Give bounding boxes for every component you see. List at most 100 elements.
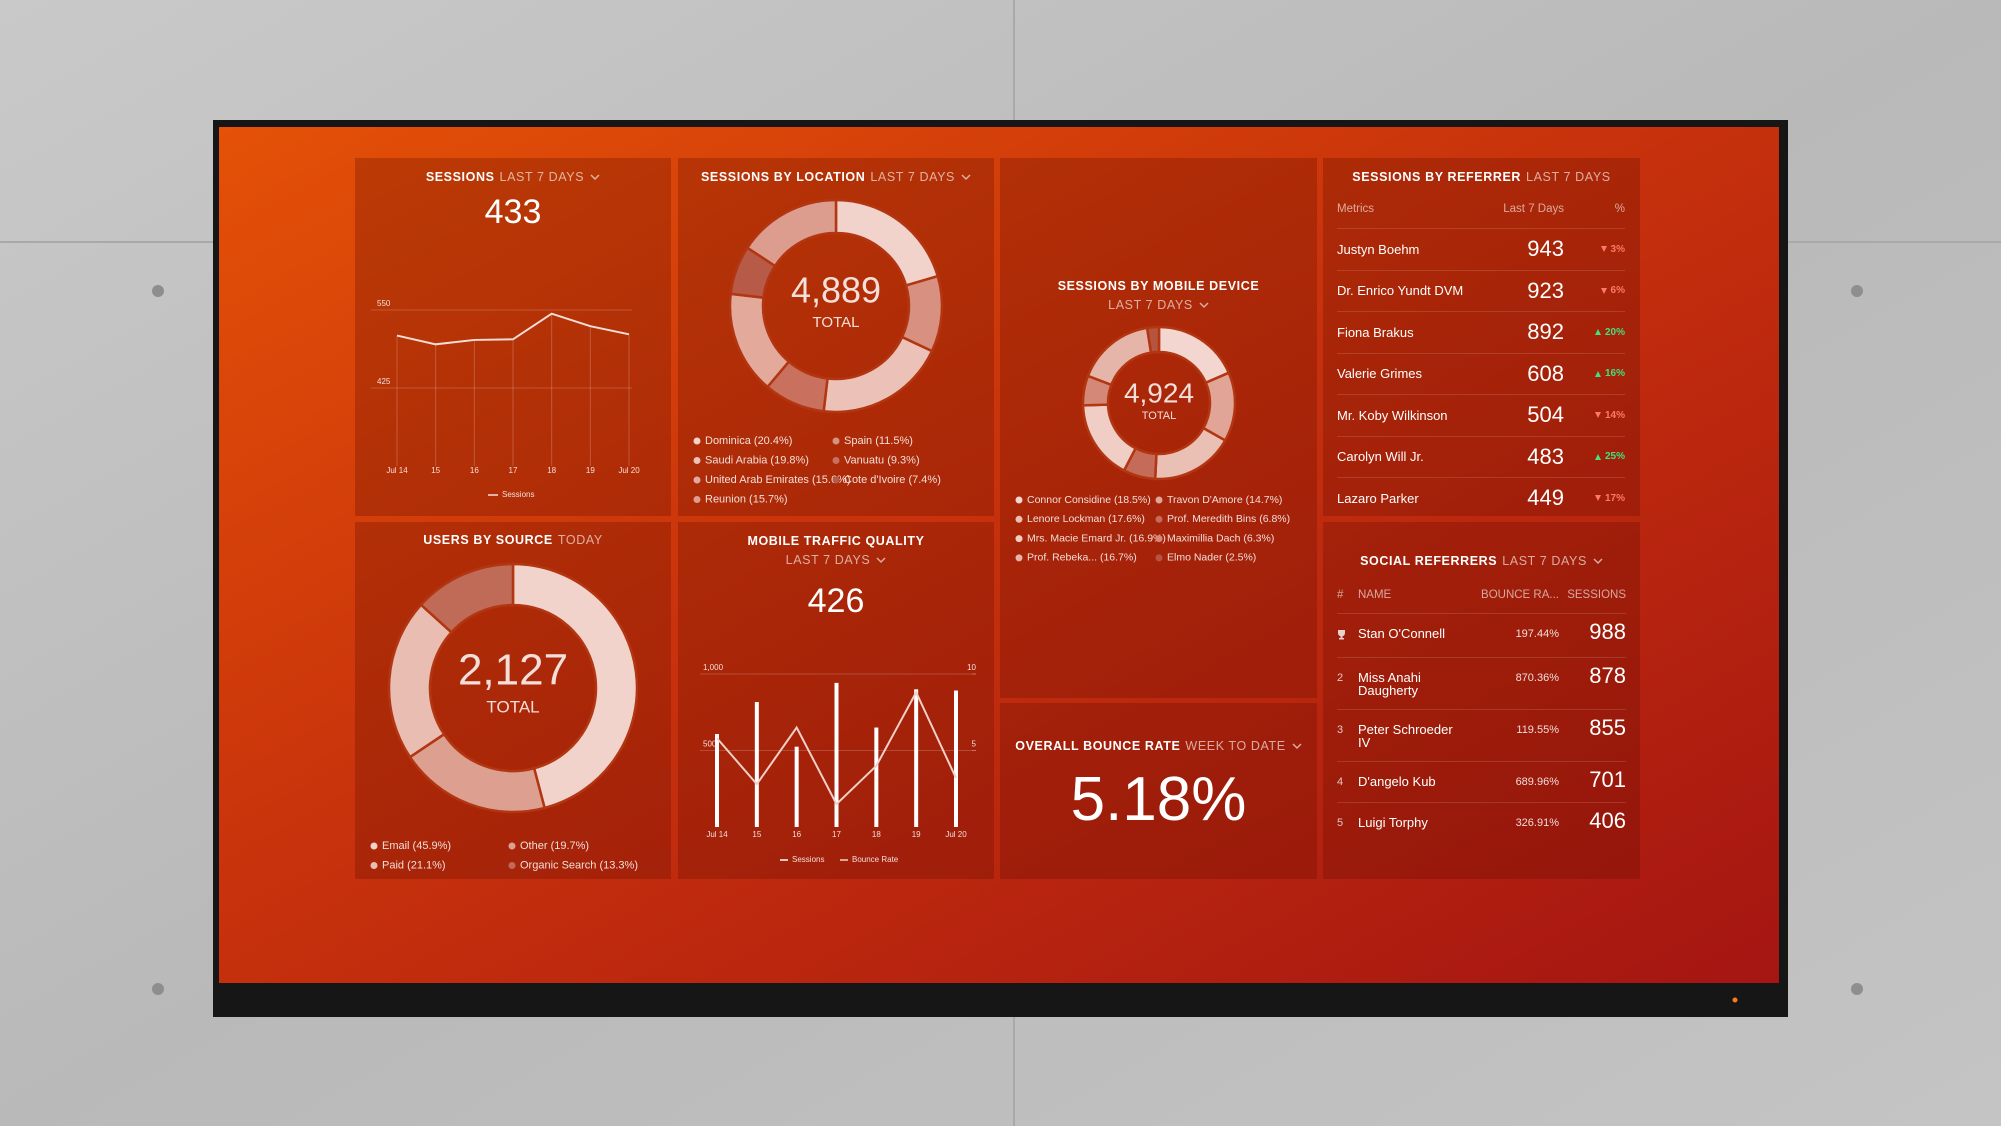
referrer-value: 483	[1527, 443, 1564, 469]
title-text: MOBILE TRAFFIC QUALITY	[747, 534, 925, 548]
title-text: SOCIAL REFERRERS	[1360, 554, 1498, 568]
legend-label: Spain (11.5%)	[844, 435, 913, 447]
legend-label: Maximillia Dach (6.3%)	[1167, 532, 1274, 544]
legend-label: Prof. Meredith Bins (6.8%)	[1167, 513, 1290, 525]
x-tick-label: 19	[586, 466, 595, 475]
trend-arrow	[1594, 495, 1601, 502]
dropdown-chevron[interactable]	[1199, 302, 1209, 309]
wall-bolt	[1851, 983, 1863, 995]
y-tick-label: 425	[377, 377, 391, 386]
period-selector[interactable]: WEEK TO DATE	[1185, 739, 1302, 753]
social-sessions: 988	[1589, 619, 1626, 644]
legend-swatch	[370, 862, 378, 869]
widget-title: SESSIONS BY LOCATION LAST 7 DAYS	[678, 168, 994, 187]
legend-label: Bounce Rate	[852, 855, 899, 864]
change-cell: 16%	[1564, 368, 1625, 379]
legend-swatch	[693, 496, 701, 503]
legend-swatch	[1155, 554, 1163, 562]
change-value: 20%	[1604, 326, 1625, 338]
donut-segment	[511, 562, 639, 810]
period-selector[interactable]: LAST 7 DAYS	[500, 170, 601, 184]
chevron-stroke	[1199, 302, 1209, 309]
panel	[1323, 522, 1640, 879]
x-tick-label: Jul 20	[945, 830, 967, 839]
trend-arrow	[1600, 287, 1607, 294]
period-selector[interactable]: LAST 7 DAYS	[870, 170, 971, 184]
dropdown-chevron[interactable]	[1593, 558, 1603, 565]
social-sessions: 406	[1589, 808, 1626, 833]
legend-swatch	[832, 457, 840, 464]
legend-swatch	[693, 457, 701, 464]
table-body: Stan O'Connell 197.44% 988 2 Miss Anahi Daug…	[1337, 613, 1626, 843]
kpi-value: 426	[807, 582, 865, 620]
y-tick-label: 550	[377, 299, 391, 308]
change-cell: 17%	[1564, 493, 1625, 504]
trophy-icon	[1338, 630, 1345, 640]
table-row: Mr. Koby Wilkinson 504 14%	[1337, 394, 1625, 436]
change-cell: 14%	[1564, 410, 1625, 421]
change-cell: 25%	[1564, 451, 1625, 462]
period-selector[interactable]: LAST 7 DAYS	[1000, 296, 1317, 315]
table-row: Lazaro Parker 449 17%	[1337, 477, 1625, 519]
social-sessions: 878	[1589, 663, 1626, 688]
bounce-rate: 326.91%	[1515, 817, 1559, 829]
table-row: 3 Peter Schroeder IV 119.55% 855	[1337, 709, 1626, 761]
referrer-value: 608	[1527, 360, 1564, 386]
legend-swatch	[1015, 496, 1023, 504]
widget-title: SESSIONS LAST 7 DAYS	[355, 168, 671, 187]
y2-tick-label: 5	[972, 740, 977, 749]
legend-label: Prof. Rebeka... (16.7%)	[1027, 552, 1137, 564]
column-header: Metrics	[1337, 203, 1375, 215]
referrer-name: Justyn Boehm	[1337, 241, 1420, 257]
table-header: # NAME BOUNCE RA... SESSIONS	[1337, 585, 1626, 605]
referrer-name: Lazaro Parker	[1337, 490, 1419, 506]
legend-swatch	[1015, 535, 1023, 543]
legend-swatch	[1155, 496, 1163, 504]
x-tick-label: 17	[509, 466, 518, 475]
donut-total: 4,889	[791, 270, 881, 311]
donut-caption: TOTAL	[486, 697, 539, 716]
y-tick-label: 1,000	[703, 663, 724, 672]
panel	[1000, 158, 1317, 698]
table-row: Stan O'Connell 197.44% 988	[1337, 613, 1626, 657]
period-selector[interactable]: LAST 7 DAYS	[1502, 554, 1603, 568]
wall-bolt	[152, 983, 164, 995]
rank-cell: 3	[1337, 724, 1344, 736]
referrer-name: Dr. Enrico Yundt DVM	[1337, 283, 1464, 299]
legend-label: United Arab Emirates (15.6%)	[705, 474, 851, 486]
legend-swatch	[832, 476, 840, 484]
period-selector[interactable]: LAST 7 DAYS	[678, 551, 994, 570]
bounce-rate: 197.44%	[1515, 628, 1559, 640]
legend-label: Dominica (20.4%)	[705, 435, 792, 447]
widget-title: SESSIONS BY MOBILE DEVICE LAST 7 DAYS	[1000, 277, 1317, 315]
dropdown-chevron[interactable]	[961, 174, 971, 181]
change-value: 16%	[1604, 368, 1625, 380]
chevron-stroke	[1593, 558, 1603, 565]
trend-arrow	[1594, 370, 1601, 377]
panel	[1000, 703, 1317, 879]
x-tick-label: 17	[832, 830, 841, 839]
x-tick-label: 15	[431, 466, 440, 475]
y2-tick-label: 10	[967, 663, 976, 672]
kpi-value: 433	[484, 193, 542, 231]
dropdown-chevron[interactable]	[590, 174, 600, 181]
referrer-name: Valerie Grimes	[1337, 366, 1423, 382]
bar	[954, 690, 958, 827]
x-tick-label: 15	[752, 830, 761, 839]
referrer-value: 449	[1527, 485, 1564, 511]
social-name: Stan O'Connell	[1358, 626, 1446, 641]
table-row: Valerie Grimes 608 16%	[1337, 352, 1625, 395]
x-tick-label: Jul 14	[706, 830, 728, 839]
dropdown-chevron[interactable]	[876, 557, 886, 564]
change-value: 3%	[1610, 243, 1625, 255]
dropdown-chevron[interactable]	[1292, 743, 1302, 750]
legend-label: Organic Search (13.3%)	[520, 859, 638, 871]
legend-swatch	[832, 437, 840, 445]
bar	[754, 701, 759, 827]
donut-segment	[419, 562, 515, 635]
chevron-stroke	[590, 174, 600, 181]
x-tick-label: 18	[547, 466, 556, 475]
x-tick-label: 18	[872, 830, 881, 839]
change-cell: 3%	[1564, 244, 1625, 255]
